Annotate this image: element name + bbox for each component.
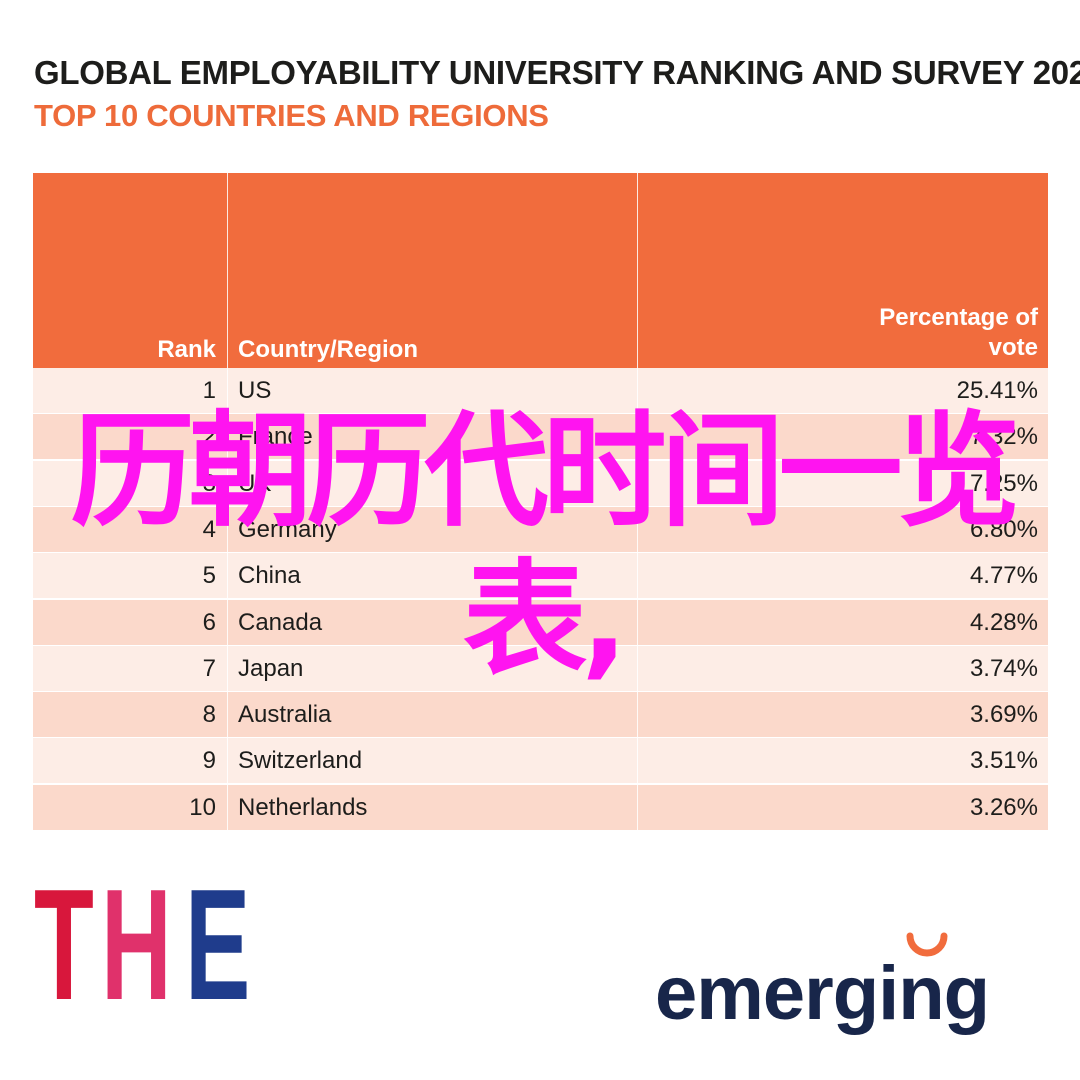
- rank-cell: 7: [202, 654, 216, 682]
- the-logo-letter-e: E: [184, 857, 250, 1033]
- country-cell: China: [238, 562, 301, 590]
- table-row: 10 Netherlands 3.26%: [33, 784, 1048, 831]
- table-row: 4 Germany 6.80%: [33, 506, 1048, 553]
- table-header: Rank Country/Region Percentage of vote: [33, 173, 1048, 368]
- header-percentage: Percentage of vote: [879, 304, 1038, 361]
- percentage-cell: 7.32%: [969, 423, 1038, 451]
- rank-cell: 6: [202, 608, 216, 636]
- percentage-cell: 25.41%: [956, 377, 1038, 404]
- percentage-cell: 6.80%: [969, 515, 1038, 543]
- country-cell: Australia: [238, 701, 332, 729]
- table-row: 6 Canada 4.28%: [33, 599, 1048, 646]
- rank-cell: 9: [202, 747, 216, 775]
- percentage-cell: 3.74%: [969, 654, 1038, 682]
- emerging-logo-arc-icon: [906, 932, 948, 957]
- rank-cell: 4: [202, 515, 216, 543]
- country-cell: Netherlands: [238, 793, 368, 821]
- percentage-cell: 3.51%: [969, 747, 1038, 775]
- country-cell: Canada: [238, 608, 323, 636]
- country-cell: US: [238, 377, 272, 404]
- the-logo-letter-h: H: [100, 857, 172, 1033]
- percentage-cell: 3.26%: [969, 793, 1038, 821]
- percentage-cell: 4.28%: [969, 608, 1038, 636]
- rank-cell: 3: [202, 469, 216, 497]
- the-logo-letter-t: T: [34, 857, 94, 1033]
- table-row: 3 UK 7.25%: [33, 460, 1048, 507]
- country-cell: Switzerland: [238, 747, 363, 775]
- country-cell: UK: [238, 469, 272, 497]
- watermark-overlay-text: 历朝历代时间一览表,: [70, 400, 1020, 692]
- percentage-cell: 7.25%: [969, 469, 1038, 497]
- country-cell: Germany: [238, 515, 337, 543]
- chart-subtitle: TOP 10 COUNTRIES AND REGIONS: [34, 98, 549, 133]
- header-rank: Rank: [157, 336, 216, 363]
- rank-cell: 10: [189, 793, 216, 821]
- table-row: 5 China 4.77%: [33, 553, 1048, 600]
- country-cell: Japan: [238, 654, 304, 682]
- header-country: Country/Region: [238, 336, 418, 363]
- table-row: 7 Japan 3.74%: [33, 645, 1048, 692]
- table-row: 8 Australia 3.69%: [33, 692, 1048, 739]
- rank-cell: 8: [202, 701, 216, 729]
- rank-cell: 1: [202, 377, 216, 404]
- country-cell: France: [238, 423, 313, 451]
- column-divider: [637, 173, 638, 831]
- table-row: 9 Switzerland 3.51%: [33, 738, 1048, 785]
- column-divider: [227, 173, 228, 831]
- emerging-logo: emerging: [655, 951, 990, 1036]
- chart-title: GLOBAL EMPLOYABILITY UNIVERSITY RANKING …: [34, 54, 1080, 91]
- rank-cell: 2: [202, 423, 216, 451]
- percentage-cell: 4.77%: [969, 562, 1038, 590]
- percentage-cell: 3.69%: [969, 701, 1038, 729]
- table-row: 1 US 25.41%: [33, 368, 1048, 414]
- ranking-table: Rank Country/Region Percentage of vote 1…: [33, 173, 1048, 831]
- table-row: 2 France 7.32%: [33, 414, 1048, 461]
- rank-cell: 5: [202, 562, 216, 590]
